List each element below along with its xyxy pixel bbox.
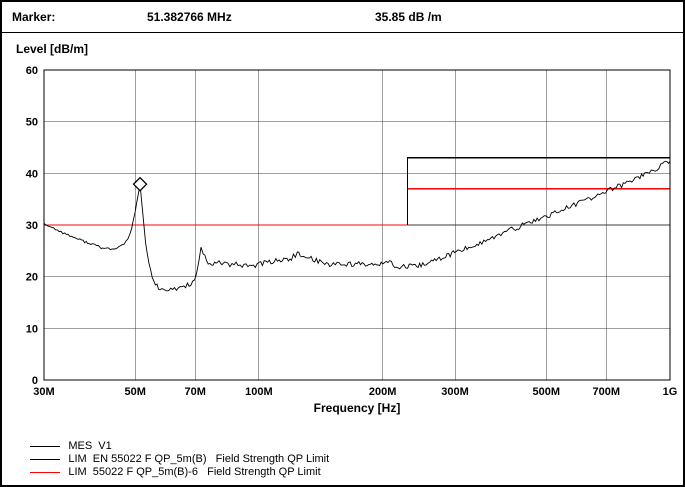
x-axis-title: Frequency [Hz] (314, 401, 401, 415)
y-tick-label: 10 (26, 323, 38, 335)
limit-line-black (407, 157, 670, 225)
legend-label: MES V1 (68, 440, 112, 452)
marker-diamond (132, 176, 148, 192)
x-tick-label: 500M (532, 386, 560, 398)
x-tick-label: 50M (124, 386, 145, 398)
legend-line-sample (30, 459, 61, 460)
legend-item-mes-v1: MES V1 (12, 427, 329, 452)
marker-label: Marker: (12, 10, 56, 24)
legend-item-limit-en55022: LIM EN 55022 F QP_5m(B) Field Strength Q… (12, 440, 329, 465)
y-axis-title: Level [dB/m] (16, 42, 89, 56)
measurement-trace (43, 160, 671, 292)
header-divider (2, 32, 683, 33)
y-tick-label: 60 (26, 65, 38, 77)
plot-border (43, 69, 671, 381)
x-tick-label: 30M (33, 386, 54, 398)
legend-line-sample (30, 446, 61, 447)
y-tick-label: 40 (26, 168, 38, 180)
legend-label: LIM EN 55022 F QP_5m(B) Field Strength Q… (68, 453, 330, 465)
legend-item-limit-minus6: LIM 55022 F QP_5m(B)-6 Field Strength QP… (12, 453, 329, 478)
x-tick-label: 200M (369, 386, 397, 398)
marker-level-readout: 35.85 dB /m (375, 10, 442, 24)
y-tick-label: 20 (26, 272, 38, 284)
y-tick-label: 50 (26, 117, 38, 129)
x-tick-label: 300M (441, 386, 469, 398)
y-tick-label: 30 (26, 220, 38, 232)
x-tick-label: 700M (593, 386, 621, 398)
marker-frequency-readout: 51.382766 MHz (147, 10, 232, 24)
chart-canvas: 0 10 20 30 40 50 60 30M 50M 70M 100M 200M 300M 500M 70… (26, 65, 678, 415)
x-tick-label: 1G (663, 386, 678, 398)
legend-line-sample (30, 472, 61, 473)
x-tick-label: 70M (185, 386, 206, 398)
legend: MES V1 LIM EN 55022 F QP_5m(B) Field Str… (12, 427, 329, 478)
y-tick-label: 0 (32, 375, 38, 387)
x-tick-label: 100M (245, 386, 273, 398)
legend-label: LIM 55022 F QP_5m(B)-6 Field Strength QP… (68, 466, 321, 478)
